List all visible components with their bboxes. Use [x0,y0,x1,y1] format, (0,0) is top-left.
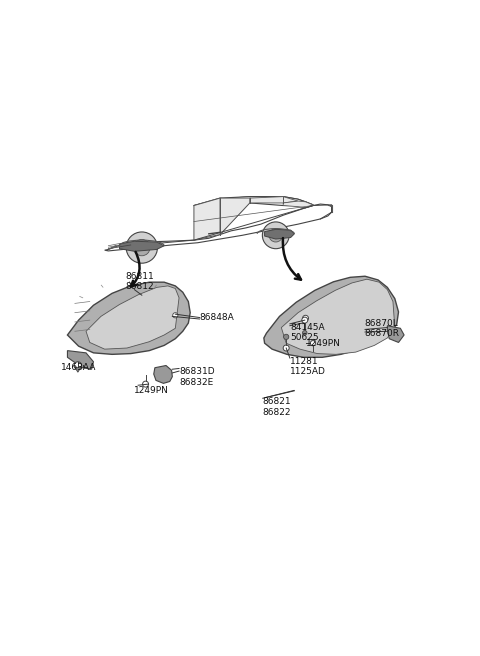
Polygon shape [194,198,250,240]
Circle shape [133,239,150,256]
Circle shape [74,362,82,369]
Text: 86821
86822: 86821 86822 [262,398,290,417]
FancyArrowPatch shape [131,252,140,287]
Text: 11281
1125AD: 11281 1125AD [290,357,326,376]
Polygon shape [220,198,268,235]
Circle shape [302,316,309,321]
Polygon shape [105,204,332,251]
Text: 86811
86812: 86811 86812 [125,272,154,291]
Text: 86848A: 86848A [200,313,234,321]
Polygon shape [75,367,81,372]
Polygon shape [281,279,395,354]
Text: 84145A
50625: 84145A 50625 [290,323,324,342]
Text: 1463AA: 1463AA [61,363,96,372]
Circle shape [263,222,289,249]
Circle shape [269,228,282,242]
Circle shape [143,381,148,387]
Circle shape [126,232,157,263]
Circle shape [284,335,289,339]
Text: 86870L
86870R: 86870L 86870R [364,319,399,338]
Polygon shape [250,197,298,203]
Polygon shape [67,282,190,354]
Circle shape [173,313,178,318]
Polygon shape [264,230,294,239]
FancyArrowPatch shape [283,238,301,279]
Text: 86831D
86832E: 86831D 86832E [180,367,216,387]
Polygon shape [154,365,172,383]
Text: 1249PN: 1249PN [134,386,169,396]
Polygon shape [387,325,404,342]
Circle shape [302,331,307,335]
Polygon shape [264,276,398,358]
Polygon shape [67,350,94,369]
Polygon shape [120,241,164,251]
Polygon shape [86,286,179,349]
Text: 1249PN: 1249PN [305,339,340,348]
Polygon shape [194,197,313,208]
Circle shape [302,317,308,323]
Circle shape [311,340,315,346]
Circle shape [283,345,289,351]
Polygon shape [283,201,313,208]
